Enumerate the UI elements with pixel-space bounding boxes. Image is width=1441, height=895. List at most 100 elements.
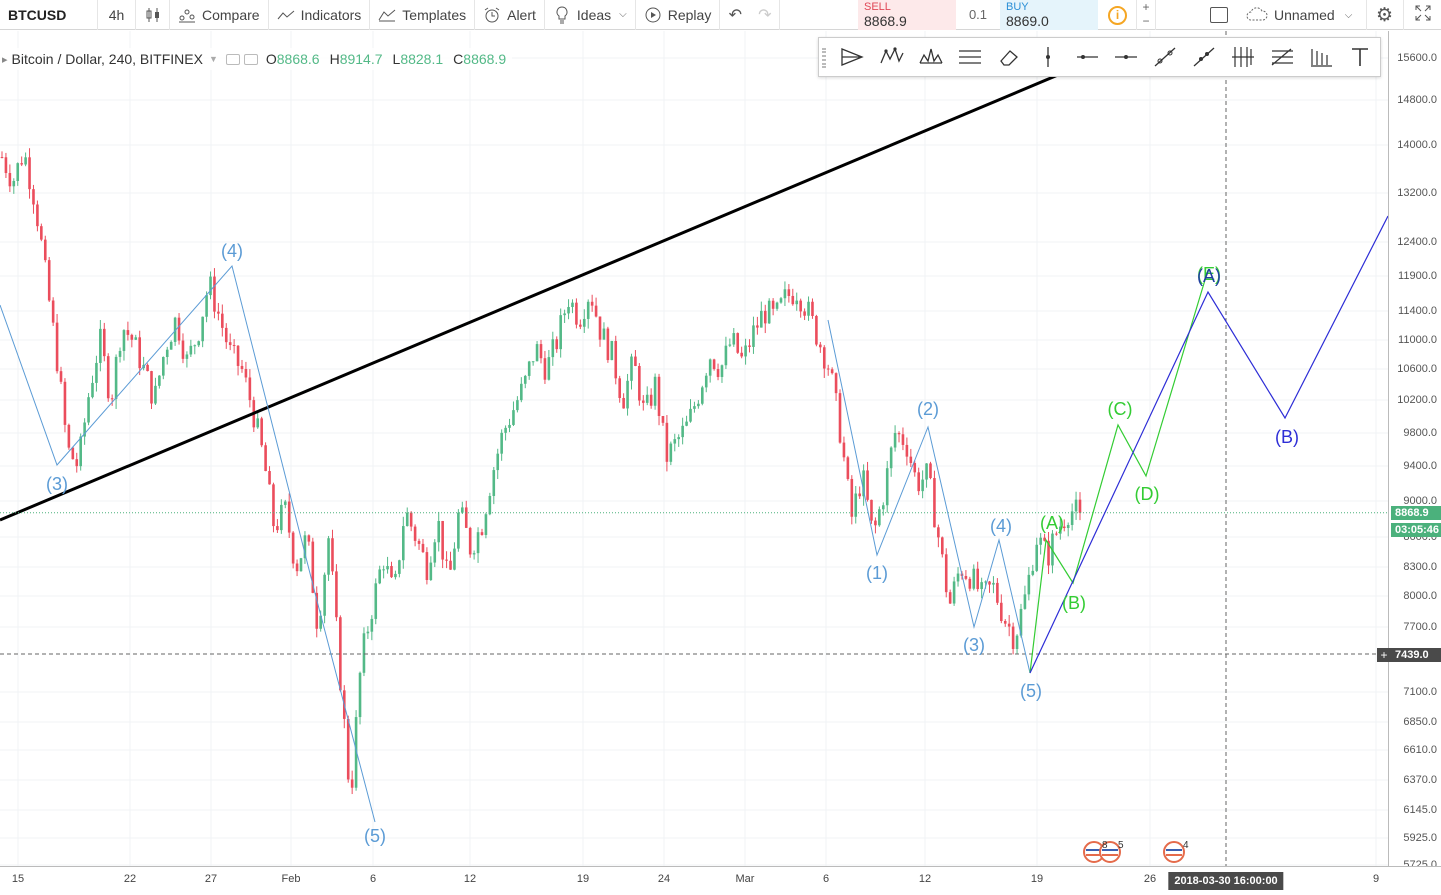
candle-body (433, 542, 437, 563)
vertical-line-tool[interactable] (1028, 37, 1067, 77)
candle-body (437, 520, 441, 543)
interval-button[interactable]: 4h (98, 0, 136, 30)
candle-body (350, 779, 354, 788)
candle-body (1023, 594, 1027, 609)
horizontal-line-tool[interactable] (1106, 37, 1145, 77)
redo-button[interactable]: ↷ (750, 0, 781, 30)
time-tick-label: 6 (822, 873, 830, 885)
settings-button[interactable]: ⚙ (1366, 0, 1402, 30)
fullscreen-toggle-button[interactable] (1200, 0, 1238, 30)
time-tick-label: Mar (735, 873, 755, 885)
candle-body (728, 344, 732, 346)
candle-body (645, 394, 649, 403)
price-tick-label: 7100.0 (1403, 686, 1437, 698)
event-count: 4 (1183, 840, 1189, 851)
templates-icon (378, 6, 396, 24)
compare-button[interactable]: Compare (170, 0, 269, 30)
layout-menu-button[interactable]: Unnamed ⌵ (1240, 0, 1365, 30)
templates-button[interactable]: Templates (370, 0, 476, 30)
candle-body (114, 356, 118, 399)
time-axis[interactable]: 15 22 27 Feb 6 12 19 24 Mar 6 12 19 26 9 2018-03-30 1… (0, 866, 1441, 895)
horizontal-line-icon (1114, 55, 1137, 59)
wave-label-3b: (3) (963, 635, 985, 655)
triangle-pattern-icon (840, 48, 864, 66)
symbol-label: BTCUSD (8, 6, 67, 23)
wave-label-blue-b: (B) (1275, 427, 1299, 447)
candle-body (799, 300, 802, 312)
candle-body (940, 537, 944, 555)
fullscreen-button[interactable] (1403, 0, 1441, 30)
eraser-tool[interactable] (989, 37, 1028, 77)
candle-body (846, 457, 850, 479)
lightbulb-icon (553, 5, 571, 24)
chart-canvas[interactable]: (3)(4)(5)(1)(2)(3)(4)(5)(A)(B)(C)(D)(E)(… (0, 31, 1388, 866)
candle-body (976, 568, 980, 590)
chevron-down-icon: ⌵ (619, 9, 627, 20)
indicators-button[interactable]: Indicators (269, 0, 371, 30)
add-alert-plus-button[interactable]: + (1377, 648, 1391, 662)
candle-body (972, 568, 976, 589)
candle-body (421, 543, 425, 553)
candle-body (980, 582, 983, 590)
quantity-stepper[interactable]: + − (1136, 0, 1156, 30)
price-axis[interactable]: 15600.0 14800.0 14000.0 13200.0 12400.0 11900… (1377, 31, 1441, 871)
fib-retracement-tool[interactable] (1262, 37, 1301, 77)
legend-title[interactable]: Bitcoin / Dollar, 240, BITFINEX (11, 51, 203, 67)
candle-body (323, 574, 326, 616)
triangle-pattern-tool[interactable] (833, 37, 872, 77)
candle-body (468, 527, 472, 555)
candle-body (614, 340, 618, 379)
elliott-wave-tool[interactable] (872, 37, 911, 77)
sell-button[interactable]: SELL 8868.9 (858, 0, 956, 30)
candle-body (555, 339, 559, 350)
parallel-channel-tool[interactable] (950, 37, 989, 77)
wave-label-1: (1) (866, 563, 888, 583)
candle-body (287, 501, 291, 533)
stepper-minus[interactable]: − (1142, 14, 1150, 28)
elliott-wave-blue-2 (827, 319, 1031, 674)
trend-line-tool[interactable] (1145, 37, 1184, 77)
head-shoulders-tool[interactable] (911, 37, 950, 77)
candle-body (1000, 602, 1003, 621)
eye-icon[interactable] (225, 53, 240, 65)
trade-info-button[interactable]: i (1100, 0, 1136, 30)
price-tick-label: 6370.0 (1403, 774, 1437, 786)
undo-button[interactable]: ↶ (720, 0, 750, 30)
candle-body (1047, 540, 1050, 566)
candle-body (283, 501, 287, 505)
alert-button[interactable]: Alert (475, 0, 545, 30)
stepper-plus[interactable]: + (1142, 0, 1150, 14)
candle-body (641, 400, 645, 403)
alarm-clock-icon (483, 6, 501, 24)
gann-fan-tool[interactable] (1301, 37, 1340, 77)
buy-button[interactable]: BUY 8869.0 (1000, 0, 1098, 30)
chart-pane[interactable]: (3) (4) (5) (1) (2) (3) (4) (5) (A) (B) (C) (D) (E)(… (0, 31, 1388, 866)
replay-button[interactable]: Replay (636, 0, 721, 30)
time-tick-label: 24 (657, 873, 671, 885)
ideas-button[interactable]: Ideas ⌵ (545, 0, 636, 30)
candle-body (205, 295, 208, 317)
horizontal-ray-tool[interactable] (1067, 37, 1106, 77)
price-tick-label: 12400.0 (1397, 236, 1437, 248)
pitchfork-tool[interactable] (1223, 37, 1262, 77)
candle-body (303, 535, 307, 559)
candle-body (653, 376, 657, 406)
candle-body (830, 369, 834, 374)
us-event-flag-icon (1099, 841, 1121, 863)
candle-body (527, 361, 531, 376)
candle-body (4, 157, 8, 174)
chart-style-button[interactable] (136, 0, 170, 30)
chevron-down-icon[interactable]: ▼ (208, 54, 218, 64)
extended-line-tool[interactable] (1184, 37, 1223, 77)
legend-collapse-icon[interactable]: ▸ (2, 53, 8, 66)
candle-body (193, 345, 197, 347)
candle-body (862, 470, 865, 497)
settings-icon[interactable] (243, 53, 258, 65)
drag-handle-icon[interactable] (822, 48, 826, 68)
candle-body (885, 468, 889, 506)
event-count: 8 (1102, 840, 1108, 851)
text-tool[interactable] (1340, 37, 1379, 77)
candle-body (520, 383, 523, 401)
candle-body (20, 163, 23, 165)
symbol-search[interactable]: BTCUSD (0, 0, 98, 30)
